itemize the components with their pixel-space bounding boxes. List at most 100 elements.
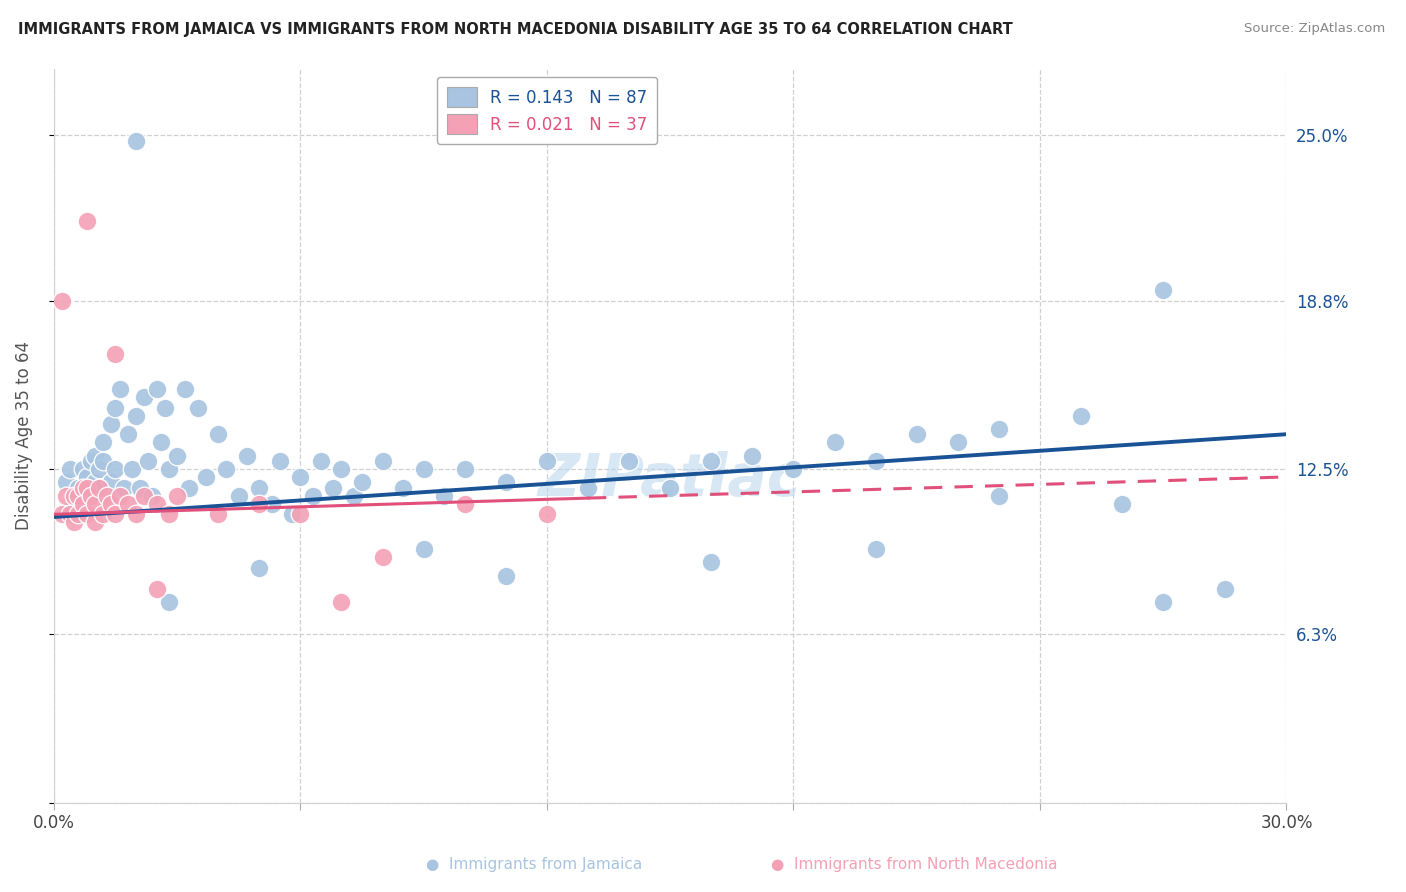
Point: [157, 595, 180, 609]
Point: [145, 497, 167, 511]
Point: [84, 497, 107, 511]
Point: [72, 497, 94, 511]
Point: [80, 454, 103, 468]
Point: [149, 435, 172, 450]
Point: [247, 481, 270, 495]
Y-axis label: Disability Age 35 to 64: Disability Age 35 to 64: [15, 341, 32, 530]
Point: [281, 508, 304, 522]
Point: [72, 481, 94, 495]
Point: [301, 489, 323, 503]
Point: [91, 435, 114, 450]
Point: [536, 454, 558, 468]
Point: [100, 475, 122, 490]
Point: [454, 462, 477, 476]
Point: [134, 489, 156, 503]
Point: [134, 390, 156, 404]
Point: [91, 454, 114, 468]
Point: [72, 462, 94, 476]
Point: [125, 134, 148, 148]
Point: [412, 462, 434, 476]
Point: [157, 462, 180, 476]
Point: [100, 497, 122, 511]
Point: [67, 508, 90, 522]
Point: [309, 454, 332, 468]
Point: [84, 449, 107, 463]
Point: [100, 417, 122, 431]
Point: [700, 454, 723, 468]
Point: [96, 489, 118, 503]
Point: [117, 497, 139, 511]
Point: [67, 481, 90, 495]
Point: [392, 481, 415, 495]
Point: [145, 382, 167, 396]
Point: [108, 489, 131, 503]
Point: [987, 422, 1010, 436]
Point: [51, 508, 73, 522]
Point: [322, 481, 344, 495]
Text: ZIPatlас: ZIPatlас: [538, 451, 803, 508]
Point: [343, 489, 366, 503]
Point: [76, 470, 98, 484]
Point: [700, 555, 723, 569]
Point: [91, 508, 114, 522]
Point: [371, 454, 394, 468]
Point: [108, 382, 131, 396]
Point: [495, 475, 517, 490]
Text: ●  Immigrants from Jamaica: ● Immigrants from Jamaica: [426, 857, 643, 872]
Point: [454, 497, 477, 511]
Point: [117, 427, 139, 442]
Point: [741, 449, 763, 463]
Point: [330, 462, 353, 476]
Point: [194, 470, 217, 484]
Point: [865, 541, 887, 556]
Point: [84, 475, 107, 490]
Point: [350, 475, 373, 490]
Point: [55, 475, 77, 490]
Point: [138, 454, 160, 468]
Point: [269, 454, 291, 468]
Point: [1152, 283, 1174, 297]
Point: [63, 489, 86, 503]
Point: [215, 462, 238, 476]
Point: [141, 489, 163, 503]
Point: [67, 508, 90, 522]
Point: [59, 462, 82, 476]
Point: [104, 508, 127, 522]
Point: [63, 489, 86, 503]
Point: [576, 481, 599, 495]
Point: [236, 449, 259, 463]
Text: Source: ZipAtlas.com: Source: ZipAtlas.com: [1244, 22, 1385, 36]
Point: [905, 427, 928, 442]
Point: [76, 481, 98, 495]
Point: [125, 409, 148, 423]
Point: [946, 435, 969, 450]
Point: [536, 508, 558, 522]
Point: [67, 489, 90, 503]
Text: ●  Immigrants from North Macedonia: ● Immigrants from North Macedonia: [770, 857, 1057, 872]
Point: [153, 401, 176, 415]
Point: [659, 481, 682, 495]
Point: [207, 427, 229, 442]
Point: [247, 497, 270, 511]
Point: [63, 516, 86, 530]
Point: [865, 454, 887, 468]
Point: [80, 489, 103, 503]
Point: [87, 462, 110, 476]
Point: [330, 595, 353, 609]
Text: IMMIGRANTS FROM JAMAICA VS IMMIGRANTS FROM NORTH MACEDONIA DISABILITY AGE 35 TO : IMMIGRANTS FROM JAMAICA VS IMMIGRANTS FR…: [18, 22, 1014, 37]
Point: [228, 489, 250, 503]
Point: [96, 489, 118, 503]
Point: [179, 481, 201, 495]
Point: [104, 401, 127, 415]
Point: [1111, 497, 1133, 511]
Point: [72, 489, 94, 503]
Point: [112, 481, 135, 495]
Point: [76, 213, 98, 227]
Point: [1213, 582, 1236, 596]
Point: [51, 293, 73, 308]
Point: [1070, 409, 1092, 423]
Point: [125, 508, 148, 522]
Point: [412, 541, 434, 556]
Point: [145, 582, 167, 596]
Point: [84, 516, 107, 530]
